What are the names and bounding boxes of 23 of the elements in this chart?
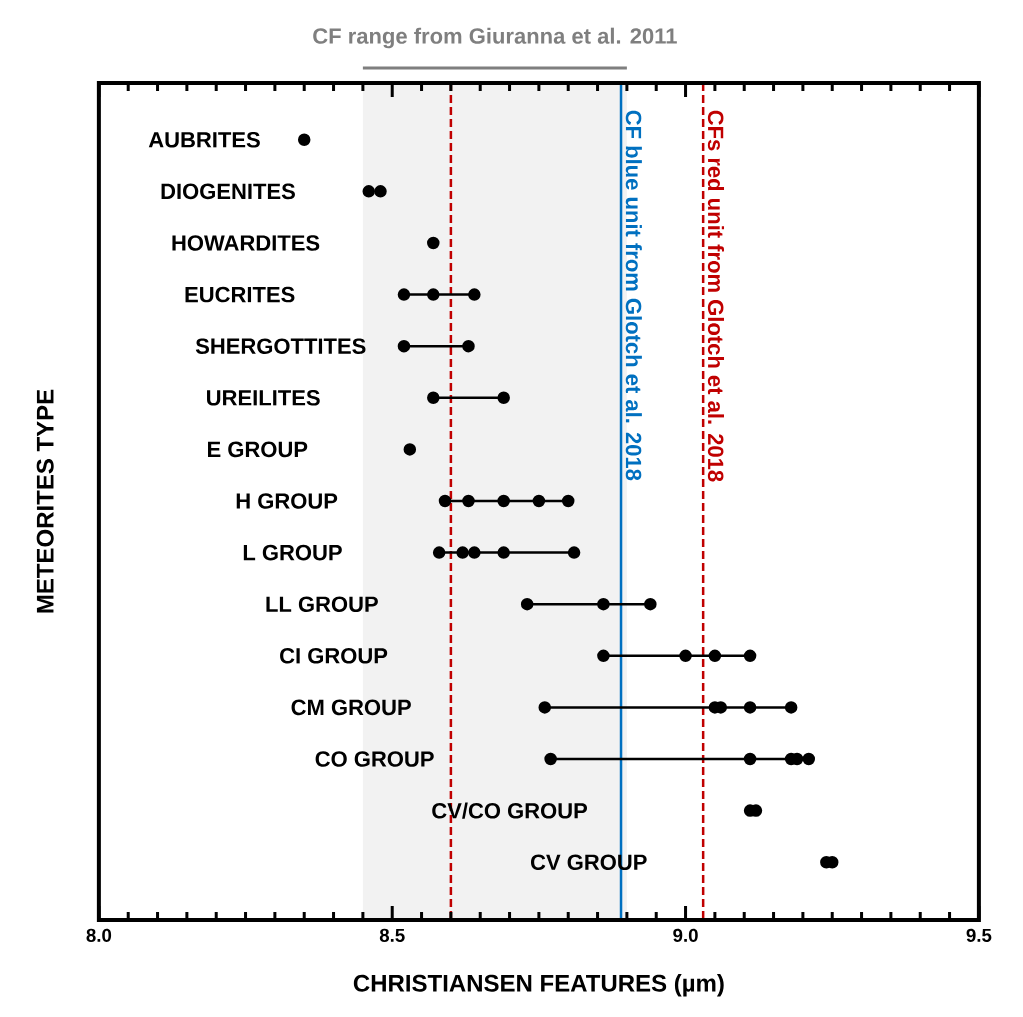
x-tick-label: 9.0 [673,928,698,942]
y-tick-label: E GROUP [208,441,308,458]
y-axis-title: METEORITES TYPE [36,389,54,613]
y-tick-label: DIOGENITES [161,183,295,200]
x-tick-label: 9.5 [966,928,992,942]
y-tick-label: EUCRITES [185,286,295,303]
ref-line-label: CF blue unit from Glotch et al. 2018 [625,110,642,481]
y-tick-label: CM GROUP [291,699,411,716]
band-label: CF range from Giuranna et al. 2011 [313,27,677,49]
y-tick-label: UREILITES [207,389,320,406]
y-tick-label: SHERGOTTITES [195,338,366,354]
y-tick-label: L GROUP [243,544,342,561]
y-tick-label: CO GROUP [315,751,434,767]
y-tick-label: HOWARDITES [172,235,320,251]
y-tick-label: LL GROUP [266,596,378,612]
ref-line-label: CFs red unit from Glotch et al. 2018 [707,110,725,482]
x-tick-label: 8.0 [86,928,112,942]
y-tick-label: AUBRITES [148,131,260,148]
y-tick-label: CI GROUP [280,648,388,664]
y-tick-label: H GROUP [236,493,338,509]
x-axis-title: CHRISTIANSEN FEATURES (µm) [353,974,724,997]
y-tick-label: CV/CO GROUP [432,802,588,819]
x-tick-label: 8.5 [379,928,405,942]
